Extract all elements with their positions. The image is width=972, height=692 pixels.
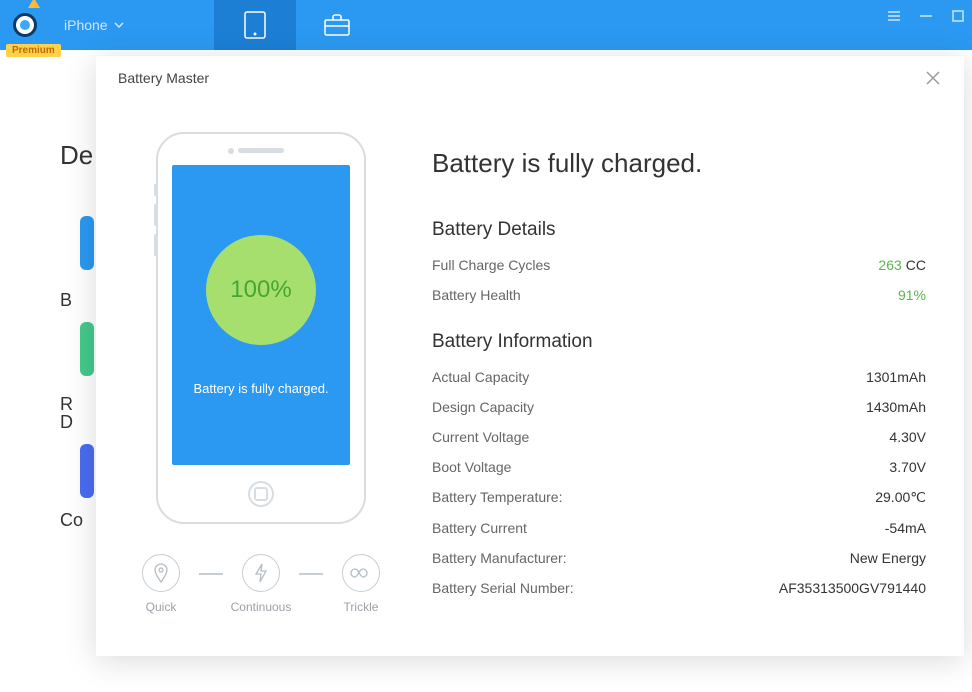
nav-tab-toolbox[interactable] [296, 0, 378, 50]
modal-titlebar: Battery Master [96, 56, 964, 100]
bolt-icon [254, 563, 268, 583]
maximize-icon[interactable] [950, 8, 966, 24]
phone-screen: 100% Battery is fully charged. [172, 165, 350, 465]
battery-information-heading: Battery Information [432, 331, 926, 353]
row-value: AF35313500GV791440 [779, 580, 926, 596]
pin-icon [153, 563, 169, 583]
row-label: Current Voltage [432, 429, 529, 445]
device-dropdown[interactable]: iPhone [64, 17, 124, 33]
info-row: Battery Serial Number: AF35313500GV791440 [432, 580, 926, 596]
battery-details-heading: Battery Details [432, 219, 926, 241]
row-label: Battery Current [432, 520, 527, 536]
info-row: Design Capacity 1430mAh [432, 399, 926, 415]
tablet-icon [241, 10, 269, 40]
bg-heading-fragment: De [60, 140, 93, 171]
row-value: New Energy [850, 550, 926, 566]
bg-pill [80, 444, 94, 498]
status-title: Battery is fully charged. [432, 148, 926, 179]
cycles-unit: CC [906, 257, 926, 273]
minimize-icon[interactable] [918, 8, 934, 24]
phone-status-text: Battery is fully charged. [193, 381, 328, 396]
battery-master-modal: Battery Master 100% Battery is fully cha… [96, 56, 964, 656]
menu-icon[interactable] [886, 8, 902, 24]
bg-pill [80, 216, 94, 270]
row-label: Battery Temperature: [432, 489, 562, 506]
row-value: 4.30V [889, 429, 926, 445]
row-value: 3.70V [889, 459, 926, 475]
chevron-down-icon [114, 22, 124, 28]
mode-label: Quick [146, 600, 177, 614]
mode-trickle[interactable]: Trickle [323, 554, 399, 614]
row-label: Full Charge Cycles [432, 257, 550, 273]
infinity-icon [350, 567, 372, 579]
nav-tabs [214, 0, 378, 50]
row-label: Boot Voltage [432, 459, 511, 475]
briefcase-icon [322, 12, 352, 38]
charge-modes: Quick Continuous Trickle [123, 554, 399, 614]
row-battery-health: Battery Health 91% [432, 287, 926, 303]
modal-title: Battery Master [118, 70, 209, 86]
phone-panel: 100% Battery is fully charged. Quick Con… [96, 100, 426, 656]
mode-quick[interactable]: Quick [123, 554, 199, 614]
close-icon[interactable] [924, 69, 942, 87]
mode-label: Trickle [344, 600, 379, 614]
phone-mock: 100% Battery is fully charged. [156, 132, 366, 524]
row-value: 1301mAh [866, 369, 926, 385]
info-row: Battery Temperature: 29.00℃ [432, 489, 926, 506]
row-value: 91% [898, 287, 926, 303]
app-topbar: Premium iPhone [0, 0, 972, 50]
row-value: 29.00℃ [875, 489, 926, 506]
info-row: Boot Voltage 3.70V [432, 459, 926, 475]
nav-tab-device[interactable] [214, 0, 296, 50]
cycles-number: 263 [878, 257, 901, 273]
bg-text-fragment: Co [60, 510, 83, 531]
window-controls [886, 0, 966, 50]
info-row: Battery Manufacturer: New Energy [432, 550, 926, 566]
charge-percent: 100% [230, 276, 291, 304]
mode-label: Continuous [231, 600, 292, 614]
device-label: iPhone [64, 17, 108, 33]
row-label: Battery Health [432, 287, 521, 303]
row-value: 1430mAh [866, 399, 926, 415]
bg-text-fragment: D [60, 412, 73, 433]
row-label: Actual Capacity [432, 369, 529, 385]
app-logo [0, 0, 50, 50]
row-label: Battery Manufacturer: [432, 550, 567, 566]
home-button-icon [248, 481, 274, 507]
bg-pill [80, 322, 94, 376]
bg-text-fragment: B [60, 290, 72, 311]
premium-badge: Premium [6, 44, 61, 57]
info-row: Current Voltage 4.30V [432, 429, 926, 445]
charge-percent-circle: 100% [206, 235, 316, 345]
mode-continuous[interactable]: Continuous [223, 554, 299, 614]
row-value: 263 CC [878, 257, 926, 273]
battery-info-panel: Battery is fully charged. Battery Detail… [426, 100, 964, 656]
info-row: Actual Capacity 1301mAh [432, 369, 926, 385]
row-full-charge-cycles: Full Charge Cycles 263 CC [432, 257, 926, 273]
row-label: Design Capacity [432, 399, 534, 415]
info-row: Battery Current -54mA [432, 520, 926, 536]
row-value: -54mA [885, 520, 926, 536]
row-label: Battery Serial Number: [432, 580, 574, 596]
battery-information-list: Actual Capacity 1301mAh Design Capacity 143… [432, 369, 926, 596]
